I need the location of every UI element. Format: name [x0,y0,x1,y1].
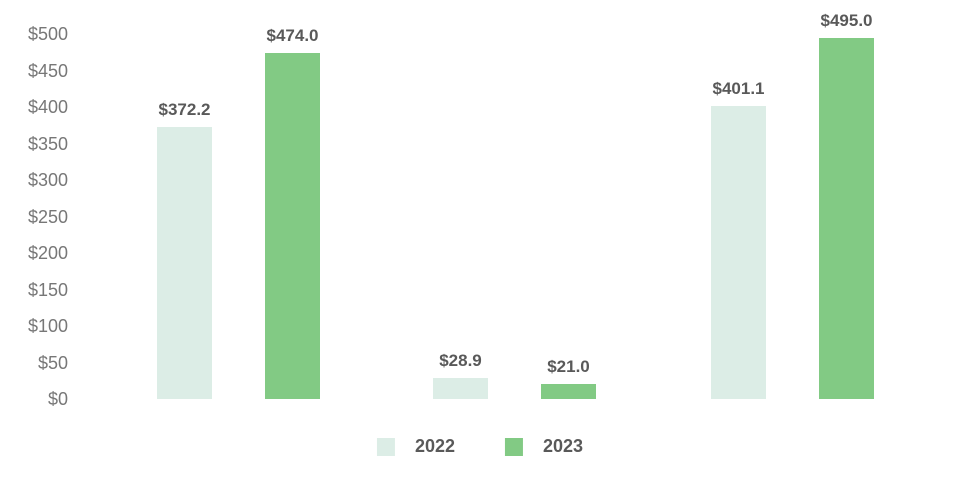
bar-2022-group3 [711,106,766,399]
y-tick-label: $250 [27,206,68,227]
bar-value-label: $21.0 [547,357,590,376]
y-tick-label: $100 [27,316,68,336]
bar-value-label: $474.0 [266,26,319,45]
y-tick-label: $50 [37,352,68,373]
legend-label-2023: 2023 [543,436,584,456]
bar-value-label: $495.0 [820,11,873,30]
y-tick-label: $200 [27,243,68,263]
bar-2023-group1 [265,53,320,399]
bar-value-label: $401.1 [712,79,765,98]
y-tick-label: $400 [27,97,68,117]
legend: 2022 2023 [376,436,583,457]
bar-value-label: $372.2 [158,100,211,119]
bar-2023-group2 [541,384,596,399]
legend-swatch-2023 [505,437,523,456]
y-tick-label: $300 [27,170,68,190]
bar-2023-group3 [819,38,874,399]
legend-label-2022: 2022 [414,436,455,456]
y-tick-label: $450 [27,60,68,81]
y-tick-label: $0 [47,389,68,409]
bar-value-label: $28.9 [439,351,482,370]
bar-2022-group2 [433,378,488,399]
legend-item-2022: 2022 [376,436,455,457]
y-tick-label: $500 [27,24,68,44]
legend-swatch-2022 [376,437,395,456]
y-tick-label: $350 [27,133,68,154]
legend-item-2023: 2023 [505,436,583,457]
bar-2022-group1 [157,127,212,399]
y-tick-label: $150 [27,279,68,300]
